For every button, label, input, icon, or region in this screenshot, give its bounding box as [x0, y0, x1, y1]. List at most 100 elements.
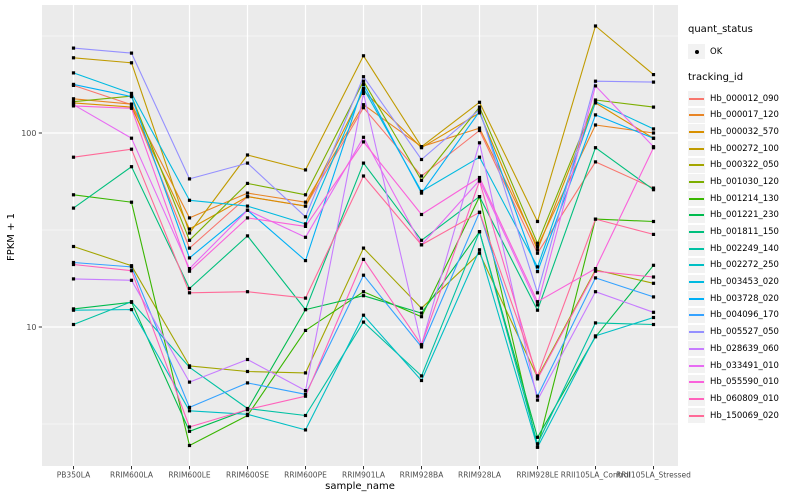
legend-item: Hb_001030_120 [688, 174, 800, 190]
legend-label: Hb_004096_170 [710, 310, 779, 321]
legend-item: Hb_003728_020 [688, 291, 800, 307]
data-point [129, 106, 134, 110]
data-point [71, 46, 76, 50]
legend-item: Hb_001221_230 [688, 207, 800, 223]
data-point [477, 210, 482, 214]
legend-item: Hb_002249_140 [688, 241, 800, 257]
data-point [651, 131, 656, 135]
data-point [535, 435, 540, 439]
data-point [245, 204, 250, 208]
data-point [303, 168, 308, 172]
data-point [651, 105, 656, 109]
data-point [187, 216, 192, 220]
data-point [129, 300, 134, 304]
series-color-line-icon [689, 97, 704, 100]
data-point [477, 175, 482, 180]
data-point [593, 24, 598, 28]
data-point [245, 412, 250, 416]
data-point [535, 270, 540, 274]
data-point [71, 82, 76, 86]
data-point [187, 267, 192, 271]
legend-key [688, 157, 705, 173]
series-color-line-icon [689, 414, 704, 417]
series-color-line-icon [689, 147, 704, 150]
data-point [71, 244, 76, 249]
legend-label: OK [710, 46, 723, 57]
data-point [71, 56, 76, 60]
data-point [187, 286, 192, 291]
data-point [535, 398, 540, 402]
data-point [477, 230, 482, 234]
data-point [71, 277, 76, 281]
data-point [477, 179, 482, 183]
data-point [593, 160, 598, 164]
data-point [477, 195, 482, 199]
data-point [303, 392, 308, 396]
legend-item: Hb_000017_120 [688, 107, 800, 123]
legend-key [688, 307, 705, 323]
legend-key [688, 391, 705, 407]
data-point [651, 275, 656, 279]
data-point [361, 89, 366, 93]
legend-label: Hb_000012_090 [710, 93, 779, 104]
data-point [245, 234, 250, 238]
series-color-line-icon [689, 130, 704, 133]
x-tick-label: RRII105LA_Control [561, 471, 631, 480]
series-color-line-icon [689, 281, 704, 284]
legend-label: Hb_002272_250 [710, 260, 779, 271]
data-point [535, 445, 540, 449]
data-point [593, 84, 598, 88]
data-point [535, 442, 540, 446]
data-point [593, 79, 598, 83]
data-point [361, 257, 366, 261]
data-point [187, 380, 192, 384]
legend-label: Hb_150069_020 [710, 410, 779, 421]
data-point [535, 394, 540, 398]
data-point [303, 428, 308, 432]
data-point [477, 128, 482, 133]
data-point [361, 86, 366, 90]
data-point [419, 374, 424, 378]
data-point [245, 208, 250, 212]
legend-item-list: Hb_000012_090 Hb_000017_120 Hb_000032_570 H… [688, 91, 800, 424]
data-point [535, 300, 540, 304]
data-point [651, 188, 656, 192]
data-point [593, 269, 598, 273]
legend-item: Hb_060809_010 [688, 391, 800, 407]
legend-key [688, 374, 705, 390]
x-tick-label: RRIM600SE [226, 471, 269, 480]
x-tick-label: RRIM901LA [342, 471, 386, 480]
legend-key [688, 174, 705, 190]
data-point [303, 200, 308, 204]
data-point [535, 374, 540, 378]
legend-item: Hb_003453_020 [688, 274, 800, 290]
data-point [129, 278, 134, 282]
data-point [71, 155, 76, 159]
data-point [303, 389, 308, 393]
legend-label: Hb_000017_120 [710, 110, 779, 121]
data-point [129, 147, 134, 151]
data-point [245, 216, 250, 220]
data-point [535, 244, 540, 249]
data-point [361, 174, 366, 178]
data-point [593, 98, 598, 102]
data-point [593, 334, 598, 338]
data-point [303, 308, 308, 312]
data-point [651, 219, 656, 224]
legend: quant_status OK tracking_id Hb_000012_09… [688, 24, 800, 425]
data-point [419, 345, 424, 349]
legend-item: Hb_028639_060 [688, 341, 800, 357]
legend-key [688, 191, 705, 207]
data-point [651, 232, 656, 236]
data-point [651, 73, 656, 77]
data-point [245, 161, 250, 165]
data-point [303, 193, 308, 197]
data-point [535, 377, 540, 381]
legend-item: Hb_002272_250 [688, 257, 800, 273]
data-point [187, 405, 192, 409]
data-point [71, 260, 76, 265]
data-point [361, 54, 366, 58]
legend-key [688, 358, 705, 373]
data-point [477, 109, 482, 114]
